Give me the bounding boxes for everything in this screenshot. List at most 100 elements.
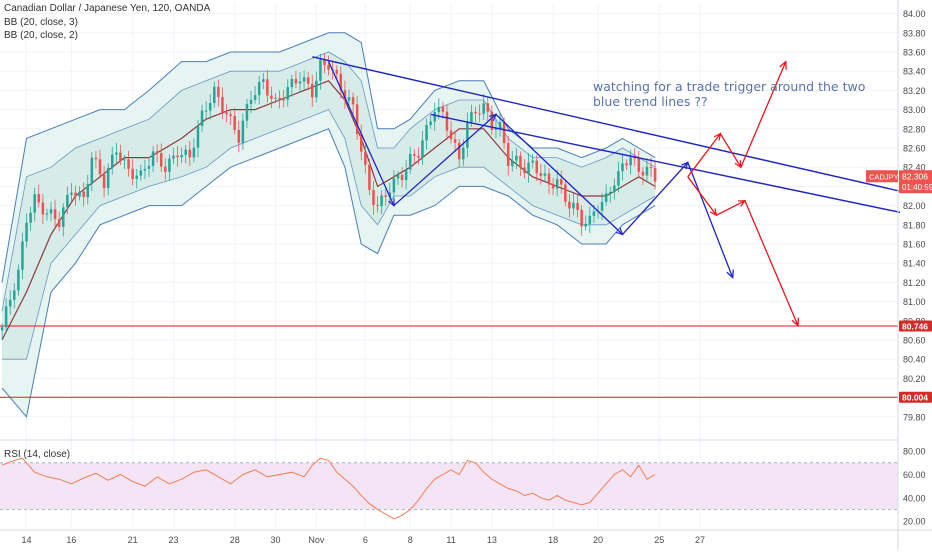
candle-body (155, 151, 159, 154)
candle (221, 87, 224, 119)
bb-inner-lower (2, 109, 656, 360)
candle-body (266, 79, 269, 96)
candle-body (506, 143, 510, 166)
candle-body (33, 194, 36, 213)
candle (237, 120, 241, 153)
candle-body (180, 154, 183, 158)
candle-body (119, 152, 122, 161)
time-tick-label: 30 (271, 535, 281, 545)
candle (351, 92, 355, 114)
time-tick-label: 27 (695, 535, 705, 545)
time-tick-label: 14 (22, 535, 32, 545)
candle-body (282, 99, 285, 101)
rsi-band-fill (0, 462, 898, 510)
candle (57, 211, 61, 232)
candle-body (474, 111, 477, 114)
candle-body (502, 122, 506, 144)
candle-body (404, 169, 408, 181)
candle-body (625, 163, 628, 166)
candle-body (633, 157, 636, 159)
price-tick-label: 81.20 (903, 278, 926, 288)
rsi-line (1, 457, 656, 520)
price-tick-label: 83.80 (903, 28, 926, 38)
candle (408, 146, 412, 174)
candle-body (253, 95, 257, 100)
candle-body (127, 159, 130, 169)
candle (555, 169, 559, 197)
candle-body (396, 174, 400, 179)
candle-body (164, 166, 167, 172)
candle-body (449, 130, 453, 140)
red-arrow-2-turn-head (737, 200, 747, 207)
bb-inner-upper (1, 51, 656, 312)
candle (343, 80, 347, 110)
candle (172, 147, 175, 165)
candle (74, 185, 77, 206)
candles (0, 53, 657, 340)
candle-body (511, 160, 514, 166)
candle-body (490, 111, 494, 130)
candle (359, 124, 363, 160)
candle (335, 65, 339, 80)
candle (453, 131, 457, 153)
price-tick-label: 83.40 (903, 67, 926, 77)
candle (653, 161, 657, 190)
candle (78, 186, 81, 201)
candle (511, 150, 514, 172)
candle-body (551, 184, 555, 189)
candle-body (335, 69, 339, 74)
candle (347, 89, 351, 107)
candle-body (229, 114, 232, 117)
red-arrow-1-turn-head (713, 132, 722, 141)
candle (429, 115, 432, 129)
red-arrow-2-head (791, 317, 800, 327)
candle (588, 206, 592, 234)
candle-body (233, 116, 236, 131)
rsi-tick-label: 80.00 (903, 447, 926, 457)
indicator-rsi[interactable]: RSI (14, close) (4, 449, 71, 460)
trendline-2 (430, 113, 901, 214)
rsi-tick-label: 20.00 (903, 517, 926, 527)
candle (115, 142, 118, 165)
candle-body (457, 142, 461, 160)
candle-body (323, 59, 326, 66)
candle (98, 149, 102, 179)
time-tick-label: Nov (308, 535, 325, 545)
current-price-label: 82.306 (902, 172, 928, 182)
candle (204, 101, 208, 119)
candle-body (604, 193, 608, 202)
candle-body (151, 151, 155, 166)
candle (551, 177, 555, 195)
candle (539, 163, 543, 185)
candle-body (547, 173, 551, 185)
price-tick-label: 83.00 (903, 105, 926, 115)
candle (559, 170, 563, 194)
indicator-bb-outer[interactable]: BB (20, close, 3) (4, 17, 78, 28)
indicator-bb-inner[interactable]: BB (20, close, 2) (4, 30, 78, 41)
candle (123, 154, 126, 170)
annotation-line-1: watching for a trade trigger around the … (593, 79, 865, 94)
candle (445, 104, 449, 141)
candle-body (249, 99, 253, 104)
candle (41, 193, 45, 224)
candle (404, 159, 408, 190)
symbol-title[interactable]: Canadian Dollar / Japanese Yen, 120, OAN… (4, 3, 211, 14)
candle (392, 170, 396, 202)
candle (217, 79, 220, 107)
price-tick-label: 81.60 (903, 240, 926, 250)
candle (184, 144, 187, 164)
candle-body (0, 327, 4, 331)
candle-body (221, 96, 224, 113)
candle (421, 131, 424, 165)
candle (584, 215, 588, 231)
candle-body (147, 165, 151, 169)
candle-body (286, 87, 290, 100)
candle (482, 94, 485, 120)
candle-body (621, 163, 624, 172)
candle (494, 118, 498, 139)
candle-body (57, 219, 61, 227)
candle (49, 201, 53, 222)
red-arrow-1-turn-head (734, 160, 742, 169)
